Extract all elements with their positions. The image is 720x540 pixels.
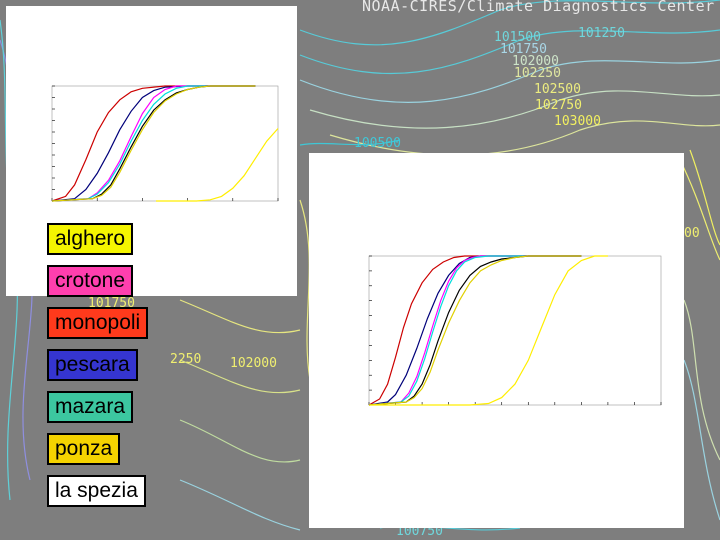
series-line-5 xyxy=(51,85,256,202)
cdf-chart-small xyxy=(51,85,279,202)
map-header-title: NOAA-CIRES/Climate Diagnostics Center xyxy=(362,0,715,15)
isobar-label: 2250 xyxy=(170,352,202,367)
series-line-1 xyxy=(51,85,256,202)
isobar-label: 103000 xyxy=(554,114,601,129)
legend-item-monopoli: monopoli xyxy=(47,307,149,339)
isobar-label: 00 xyxy=(684,226,700,241)
series-line-4 xyxy=(368,255,582,406)
series-line-2 xyxy=(368,255,582,406)
legend-item-mazara: mazara xyxy=(47,391,134,423)
series-line-2 xyxy=(51,85,256,202)
plot-frame xyxy=(51,85,279,202)
isobar-label: 102000 xyxy=(512,54,559,69)
isobar-label: 101500 xyxy=(494,30,541,45)
series-line-6 xyxy=(51,85,256,202)
series-line-7 xyxy=(156,128,279,202)
series-line-3 xyxy=(51,85,256,202)
isobar-label: 101750 xyxy=(500,42,547,57)
plot-frame xyxy=(368,255,662,406)
series-line-1 xyxy=(368,255,582,406)
series-line-7 xyxy=(369,255,608,406)
isobar-label: 102000 xyxy=(230,356,277,371)
isobar-label: 102750 xyxy=(535,98,582,113)
legend-item-crotone: crotone xyxy=(47,265,134,297)
legend-item-alghero: alghero xyxy=(47,223,134,255)
isobar-label: 102500 xyxy=(534,82,581,97)
isobar-label: 100500 xyxy=(354,136,401,151)
cdf-chart-large xyxy=(368,255,662,406)
series-line-3 xyxy=(368,255,582,406)
series-line-4 xyxy=(51,85,256,202)
isobar-label: 101250 xyxy=(578,26,625,41)
series-line-5 xyxy=(368,255,582,406)
series-line-6 xyxy=(368,255,582,406)
legend-item-pescara: pescara xyxy=(47,349,138,381)
cdf-chart-panel-large xyxy=(309,153,684,528)
isobar-label: 102250 xyxy=(514,66,561,81)
legend-item-ponza: ponza xyxy=(47,433,121,465)
legend-item-la-spezia: la spezia xyxy=(47,475,146,507)
